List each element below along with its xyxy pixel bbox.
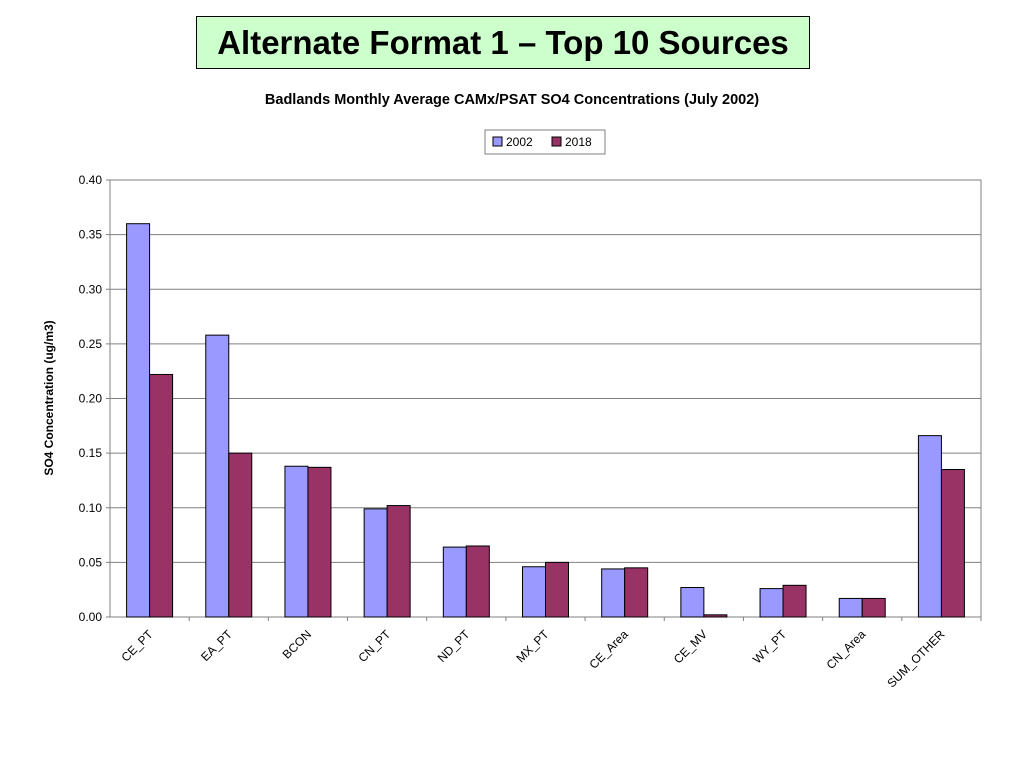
chart-legend: 2002 2018 (484, 129, 606, 155)
bar-2002-CN_Area (838, 597, 863, 618)
chart-title: Badlands Monthly Average CAMx/PSAT SO4 C… (265, 92, 759, 108)
bar-2002-CE_PT (126, 223, 151, 618)
bar-2002-WY_PT (759, 588, 784, 618)
y-tick-label: 0.25 (79, 337, 103, 351)
x-tick-label: CE_PT (118, 627, 156, 665)
bar-2018-WY_PT (782, 584, 807, 618)
bar-2018-CE_Area (624, 567, 649, 618)
x-tick-label: ND_PT (435, 627, 473, 665)
y-tick-label: 0.40 (79, 173, 103, 187)
bar-2002-SUM_OTHER (917, 435, 942, 618)
legend-label-2018: 2018 (565, 135, 592, 149)
legend-frame (484, 129, 606, 155)
bar-2018-EA_PT (228, 452, 253, 618)
x-tick-label: WY_PT (750, 627, 790, 667)
bar-2018-ND_PT (465, 545, 490, 618)
x-tick-label: SUM_OTHER (884, 627, 947, 690)
x-axis: CE_PT EA_PT BCON CN_PT ND_PT MX_PT CE_Area CE_M… (118, 617, 982, 690)
y-tick-label: 0.05 (79, 555, 103, 569)
bar-2002-CE_Area (601, 568, 626, 618)
bar-2018-MX_PT (545, 561, 569, 618)
slide-title-box: Alternate Format 1 – Top 10 Sources (196, 16, 810, 69)
x-tick-label: MX_PT (513, 627, 552, 666)
bar-2018-CE_PT (149, 373, 174, 618)
y-tick-label: 0.20 (79, 392, 103, 406)
legend-swatch-2002 (492, 136, 503, 147)
x-tick-label: BCON (280, 627, 314, 661)
bar-2018-CE_MV (703, 614, 728, 618)
y-tick-label: 0.00 (79, 610, 103, 624)
slide-title: Alternate Format 1 – Top 10 Sources (217, 23, 789, 61)
bar-2018-SUM_OTHER (940, 469, 965, 618)
x-tick-label: CN_PT (356, 627, 394, 665)
y-tick-label: 0.10 (79, 501, 103, 515)
bar-2002-MX_PT (522, 566, 546, 618)
bar-2002-ND_PT (442, 546, 467, 618)
x-tick-label: CE_Area (586, 627, 631, 672)
y-axis-title: SO4 Concentration (ug/m3) (42, 320, 56, 475)
y-axis: 0.00 0.05 0.10 0.15 0.20 0.25 0.30 0.35 0.40 (79, 173, 110, 624)
bar-2002-EA_PT (205, 334, 230, 618)
bars (126, 223, 965, 618)
x-tick-label: CE_MV (671, 627, 710, 666)
bar-2002-CE_MV (680, 587, 705, 618)
legend-swatch-2018 (551, 136, 562, 147)
bar-2002-BCON (284, 465, 309, 618)
x-tick-label: CN_Area (824, 627, 869, 672)
y-tick-label: 0.35 (79, 228, 103, 242)
y-tick-label: 0.30 (79, 282, 103, 296)
bar-2018-CN_PT (386, 505, 411, 618)
y-tick-label: 0.15 (79, 446, 103, 460)
bar-2018-BCON (307, 466, 332, 618)
bar-2002-CN_PT (363, 508, 388, 618)
bar-2018-CN_Area (861, 597, 886, 618)
x-tick-label: EA_PT (198, 627, 235, 664)
legend-label-2002: 2002 (506, 135, 533, 149)
